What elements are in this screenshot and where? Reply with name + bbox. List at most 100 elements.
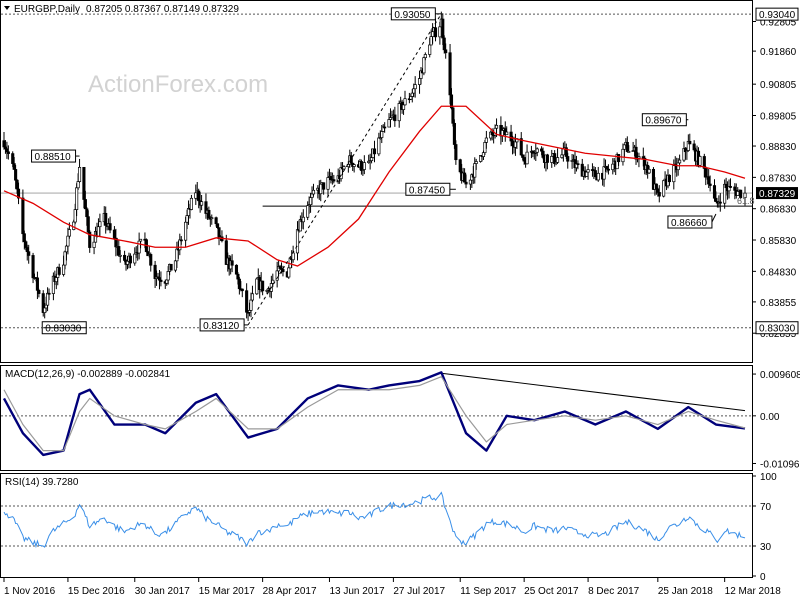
- rsi-tick-label: 70: [760, 502, 772, 513]
- candle-body: [189, 197, 193, 210]
- candle-body: [402, 104, 406, 110]
- candle-body: [522, 157, 526, 162]
- signal-line: [3, 376, 746, 452]
- candle-body: [380, 131, 384, 138]
- candle-body: [617, 154, 621, 163]
- candle-body: [393, 114, 397, 122]
- candle-body: [483, 142, 487, 153]
- candle-body: [352, 164, 356, 167]
- candle-body: [216, 223, 220, 228]
- candle-body: [35, 277, 39, 291]
- candle-body: [362, 162, 366, 170]
- x-tick-label: 15 Mar 2017: [199, 586, 256, 597]
- candle-body: [712, 185, 717, 199]
- candle-body: [359, 161, 363, 171]
- candle-body: [452, 122, 456, 145]
- candle-body: [560, 154, 564, 158]
- rsi-line: [3, 491, 746, 549]
- candle-body: [117, 246, 121, 256]
- candle-body: [444, 49, 448, 54]
- x-tick-label: 1 Nov 2016: [4, 586, 56, 597]
- candle-body: [236, 273, 240, 280]
- candle-body: [541, 150, 545, 158]
- macd-line: [2, 371, 746, 457]
- candle-body: [654, 183, 658, 190]
- candle-body: [22, 233, 26, 243]
- candle-body: [245, 290, 249, 313]
- candle-body: [309, 197, 313, 206]
- candle-body: [92, 241, 96, 248]
- candle-body: [372, 148, 377, 155]
- price-tag-box: [755, 7, 799, 21]
- candle-body: [433, 27, 438, 38]
- candle-body: [234, 264, 239, 275]
- candle-body: [602, 166, 606, 180]
- trendlines: [247, 13, 746, 412]
- x-tick-label: 13 Jun 2017: [329, 586, 384, 597]
- current-price-text: 0.87329: [759, 189, 796, 200]
- candle-body: [576, 163, 580, 166]
- candle-body: [454, 144, 458, 161]
- price-tag-text: 0.83030: [759, 324, 796, 335]
- candle-body: [438, 26, 442, 38]
- candle-body: [662, 180, 666, 197]
- candle-body: [728, 186, 733, 188]
- candle-body: [586, 169, 590, 173]
- candle-body: [178, 239, 182, 251]
- candle-body: [14, 169, 18, 181]
- candle-body: [287, 267, 291, 278]
- candle-body: [714, 197, 718, 202]
- candle-body: [169, 263, 173, 271]
- candle-body: [27, 251, 31, 256]
- candle-body: [656, 188, 660, 193]
- candle-body: [637, 156, 641, 159]
- candle-body: [24, 241, 28, 248]
- candle-body: [210, 217, 214, 220]
- rsi-polyline: [3, 491, 746, 549]
- candle-body: [464, 181, 468, 185]
- collapse-triangle-icon[interactable]: [4, 6, 10, 10]
- candle-body: [387, 119, 391, 128]
- candle-body: [118, 254, 122, 257]
- candle-body: [403, 98, 407, 106]
- price-labels: 0.93050 0.88510 0.87450 0.89670 0.86660 0.830…: [31, 7, 755, 335]
- candle-body: [545, 154, 549, 163]
- candle-body: [519, 138, 523, 156]
- candle-body: [185, 215, 189, 223]
- candle-body: [428, 44, 432, 55]
- candle-body: [200, 201, 204, 206]
- candle-body: [139, 238, 143, 242]
- price-label-text: 0.83030: [45, 324, 82, 335]
- candle-body: [606, 168, 610, 171]
- price-tick-label: 0.87830: [760, 173, 797, 184]
- candle-body: [370, 157, 374, 161]
- candle-body: [596, 172, 600, 181]
- candle-body: [31, 255, 35, 279]
- candle-body: [688, 140, 692, 145]
- macd-trendline: [441, 372, 746, 412]
- candle-body: [605, 166, 609, 170]
- rsi-tick-label: 0: [760, 572, 766, 583]
- moving-average: [3, 105, 746, 267]
- candle-body: [448, 52, 452, 96]
- fib-annotation: 61.8: [737, 196, 755, 206]
- rsi-tick-label: 100: [760, 472, 777, 483]
- candle-body: [214, 217, 218, 225]
- x-tick-label: 12 Mar 2018: [725, 586, 782, 597]
- candle-body: [422, 57, 426, 74]
- candle-body: [442, 37, 446, 51]
- candle-body: [166, 270, 170, 281]
- candle-body: [11, 153, 15, 164]
- candle-body: [667, 174, 671, 183]
- candle-body: [6, 151, 10, 154]
- price-tick-label: 0.82855: [760, 329, 797, 340]
- candle-body: [83, 199, 87, 210]
- watermark: ActionForex.com: [88, 71, 268, 98]
- candle-body: [736, 191, 740, 196]
- candle-body: [179, 239, 183, 242]
- candle-body: [431, 31, 435, 37]
- candle-body: [412, 88, 416, 94]
- price-tick-label: 0.85830: [760, 236, 797, 247]
- candle-body: [622, 144, 626, 150]
- candle-body: [429, 36, 433, 46]
